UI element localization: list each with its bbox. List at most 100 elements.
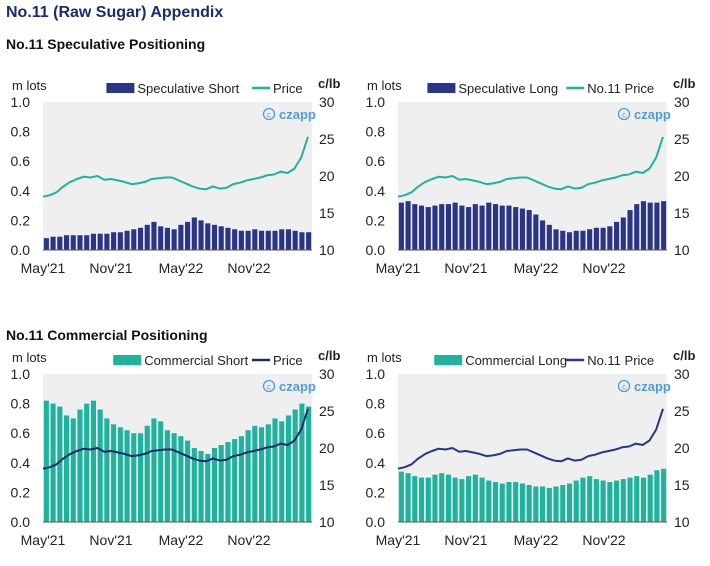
legend: Speculative Long No.11 Price — [427, 81, 654, 96]
bar — [137, 433, 144, 522]
bar — [285, 229, 292, 250]
bar — [191, 217, 197, 250]
legend: Speculative Short Price — [106, 81, 303, 96]
bar — [634, 204, 640, 250]
right-axis-unit: c/lb — [318, 348, 340, 363]
bar — [158, 421, 164, 522]
x-tick-label: Nov'21 — [444, 260, 487, 276]
bar — [306, 406, 312, 522]
bar — [131, 433, 137, 522]
bar — [265, 424, 271, 522]
bar — [506, 205, 512, 250]
bar — [57, 406, 63, 522]
y-right-tick-label: 10 — [674, 242, 690, 258]
bar — [600, 480, 606, 522]
bar — [218, 445, 224, 522]
y-right-tick-label: 20 — [319, 168, 335, 184]
legend-swatch-bar — [434, 355, 463, 365]
bar — [225, 227, 231, 250]
bar — [272, 418, 278, 522]
bar — [412, 476, 418, 522]
bar — [104, 418, 110, 522]
bar — [580, 230, 586, 250]
left-axis-unit: m lots — [367, 350, 402, 365]
bar — [292, 409, 298, 522]
logo-glyph-icon: c — [267, 111, 271, 120]
chart-speculative-short: 0.0 0.2 0.4 0.6 0.8 1.0 10 15 20 25 30 May'21 Nov'21… — [11, 76, 341, 276]
bar — [205, 453, 211, 522]
bar — [661, 468, 667, 522]
bar — [238, 230, 244, 250]
bar — [232, 439, 238, 522]
bar — [540, 220, 546, 250]
y-left-tick-label: 0.8 — [11, 396, 31, 412]
bar — [418, 205, 425, 250]
x-tick-label: Nov'22 — [227, 532, 270, 548]
bar — [50, 236, 56, 250]
y-left-tick-label: 0.6 — [366, 425, 386, 441]
legend: Commercial Short Price — [113, 353, 303, 368]
bar — [560, 230, 566, 250]
bar — [479, 477, 485, 522]
bar — [573, 480, 579, 522]
bar — [171, 229, 177, 250]
y-left-tick-label: 0.4 — [366, 455, 386, 471]
bar — [452, 477, 458, 522]
bar — [171, 433, 177, 522]
bar — [654, 202, 660, 250]
x-tick-label: May'22 — [159, 260, 204, 276]
bar — [70, 235, 76, 250]
legend-label-bar: Commercial Short — [144, 353, 248, 368]
bar — [164, 227, 170, 250]
bar — [499, 483, 505, 522]
logo-circle-icon — [262, 379, 276, 393]
bar — [412, 204, 418, 250]
bar — [573, 230, 579, 250]
bar — [425, 207, 431, 250]
logo-glyph-icon: c — [622, 111, 626, 120]
y-right-tick-label: 10 — [674, 514, 690, 530]
bar — [647, 474, 653, 522]
bar — [245, 230, 251, 250]
bar — [513, 207, 519, 250]
price-line — [42, 136, 309, 198]
bar — [299, 232, 305, 250]
y-right-tick-label: 15 — [319, 205, 335, 221]
bar — [77, 409, 83, 522]
y-left-tick-label: 1.0 — [11, 366, 31, 382]
bar — [445, 204, 451, 250]
bar — [137, 227, 144, 250]
bar — [50, 403, 56, 522]
bar — [272, 230, 278, 250]
bar — [238, 436, 244, 522]
logo-glyph-icon: c — [622, 383, 626, 392]
legend-label-line: Price — [273, 81, 303, 96]
bar — [479, 205, 485, 250]
bar — [405, 201, 411, 250]
bar — [63, 415, 70, 522]
bar — [553, 486, 559, 522]
bar — [526, 485, 532, 522]
y-left-tick-label: 0.2 — [366, 484, 386, 500]
bar — [306, 232, 312, 250]
legend: Commercial Long No.11 Price — [434, 353, 654, 368]
y-right-tick-label: 15 — [674, 477, 690, 493]
bar — [640, 201, 647, 250]
y-right-tick-label: 20 — [674, 168, 690, 184]
bar — [97, 233, 103, 250]
bar — [466, 207, 472, 250]
bar — [620, 217, 626, 250]
bar — [232, 229, 238, 250]
bar — [627, 210, 633, 250]
bar — [43, 238, 49, 250]
y-left-tick-label: 0.2 — [366, 212, 386, 228]
y-left-tick-label: 0.8 — [366, 124, 386, 140]
bar — [185, 221, 191, 250]
chart-speculative-long: 0.0 0.2 0.4 0.6 0.8 1.0 10 15 20 25 30 May'21 Nov'21… — [366, 76, 696, 276]
bar — [124, 430, 130, 522]
bar — [492, 204, 499, 250]
y-left-tick-label: 0.2 — [11, 212, 31, 228]
czapp-logo: c czapp — [262, 107, 316, 122]
section-title-speculative: No.11 Speculative Positioning — [6, 36, 206, 52]
bar — [151, 418, 157, 522]
